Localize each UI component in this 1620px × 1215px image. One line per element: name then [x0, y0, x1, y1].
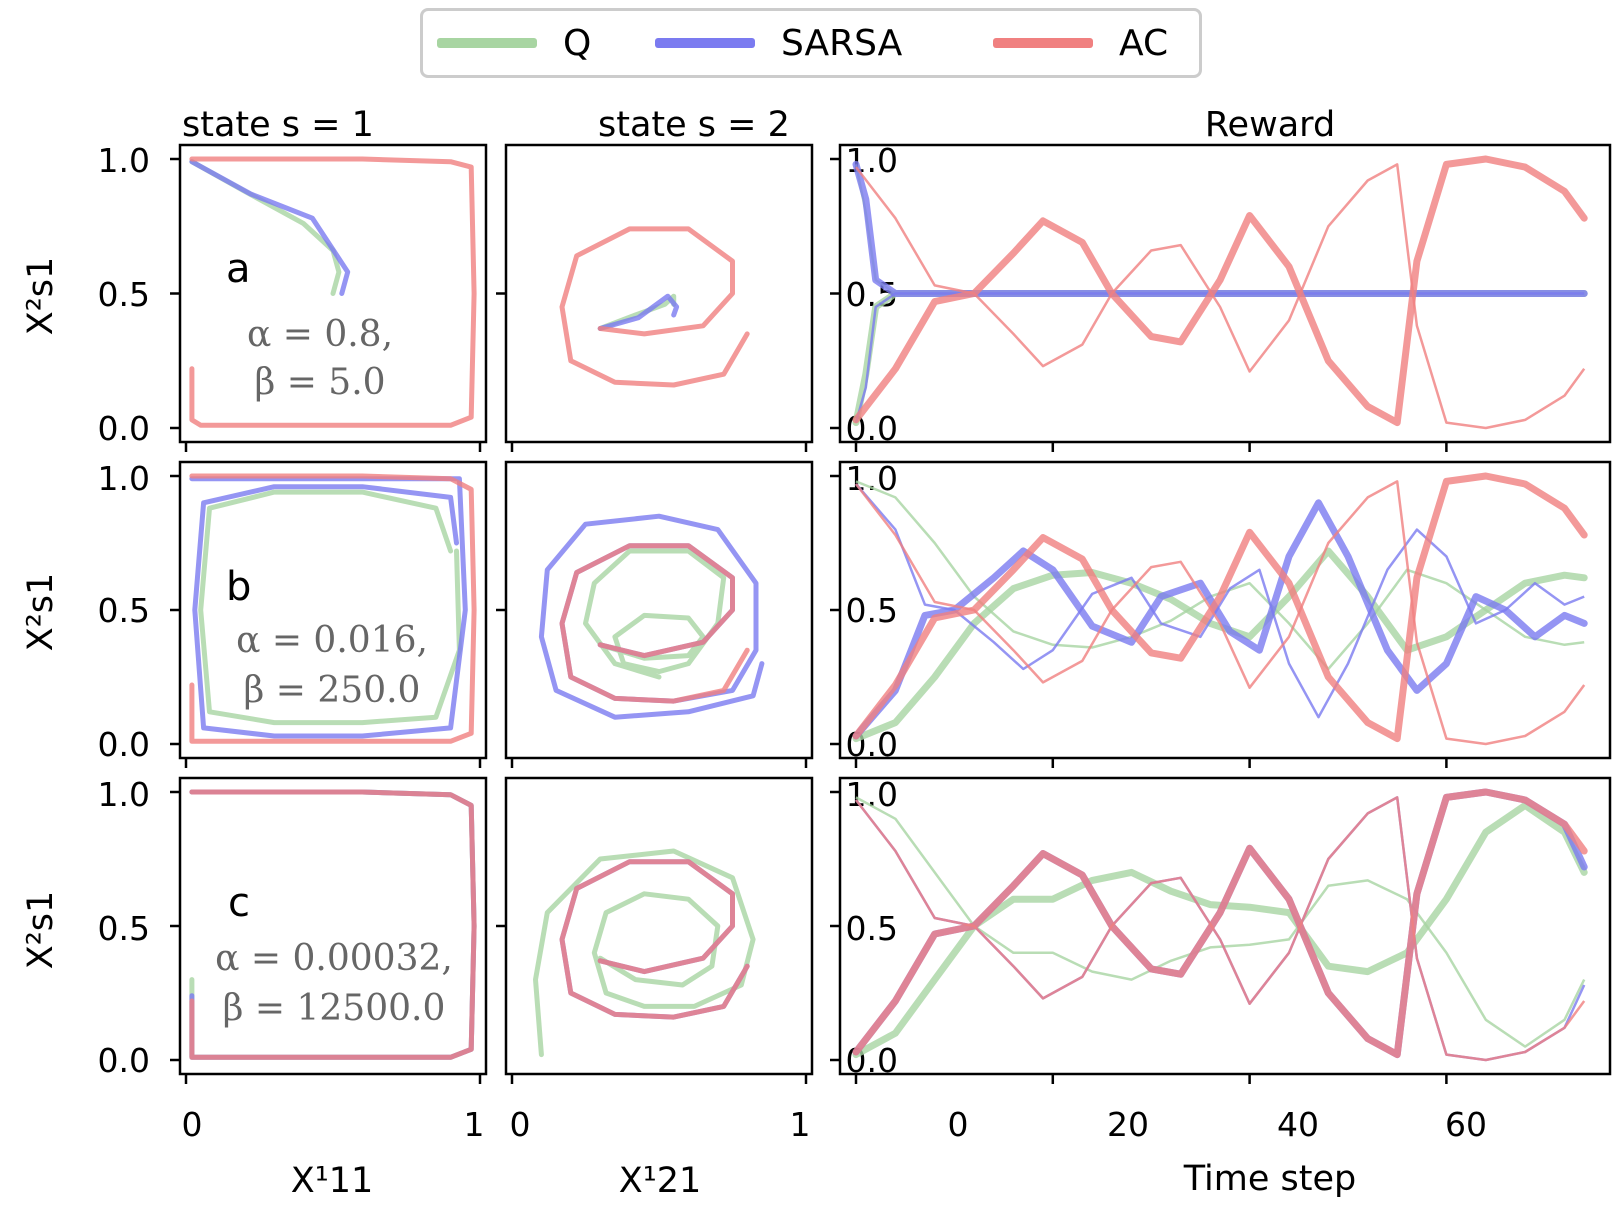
ytick-a-0.5: 0.5: [98, 275, 150, 314]
series-line-q: [583, 548, 727, 680]
series-line-complement-sarsa: [855, 483, 1585, 719]
series-line-ac: [189, 789, 477, 1060]
panels: [170, 143, 1612, 1084]
legend-item-sarsa: SARSA: [655, 11, 902, 75]
series-line-ac: [559, 226, 750, 388]
panel-b-state1: [170, 460, 488, 768]
title-state-2: state s = 2: [598, 105, 790, 145]
xlabel-state-1: X¹11: [291, 1161, 374, 1201]
ylabel-row-a: X²s1: [21, 257, 61, 336]
ytick-b-1.0: 1.0: [98, 459, 150, 498]
param-alpha-c: α = 0.00032,: [215, 938, 453, 979]
legend-swatch-ac: [993, 38, 1093, 48]
ytick-c-0.0: 0.0: [98, 1041, 150, 1080]
panel-a-state1: [170, 143, 488, 452]
xtick-reward-60: 60: [1445, 1105, 1487, 1144]
param-beta-c: β = 12500.0: [223, 988, 446, 1029]
ylabel-row-c: X²s1: [21, 891, 61, 970]
series-line-q: [852, 290, 1588, 427]
xtick-reward-40: 40: [1277, 1105, 1319, 1144]
xtick-state1-1: 1: [464, 1105, 485, 1144]
series-line-sarsa: [852, 499, 1588, 740]
panel-a-state2: [496, 143, 814, 452]
ytick-ar-1.0: 1.0: [846, 141, 898, 180]
legend: Q SARSA AC: [420, 8, 1202, 78]
series-line-ac: [189, 156, 477, 428]
xlabel-state-2: X¹21: [619, 1161, 702, 1201]
ytick-br-1.0: 1.0: [846, 459, 898, 498]
title-reward: Reward: [1205, 105, 1335, 145]
ytick-cr-0.5: 0.5: [846, 909, 898, 948]
param-alpha-a: α = 0.8,: [247, 314, 393, 355]
ytick-b-0.5: 0.5: [98, 591, 150, 630]
panel-c-state2: [496, 776, 814, 1084]
legend-label-ac: AC: [1119, 22, 1169, 64]
ytick-cr-1.0: 1.0: [846, 775, 898, 814]
series-line-ac: [189, 473, 477, 744]
series-line-complement-ac: [855, 480, 1586, 746]
series-line-sarsa: [597, 293, 680, 331]
panel-a-reward: [830, 143, 1612, 452]
series-line-complement-sarsa: [854, 292, 1585, 423]
ytick-c-0.5: 0.5: [98, 909, 150, 948]
xlabel-time-step: Time step: [1183, 1159, 1357, 1199]
series-line-complement-ac: [855, 163, 1586, 430]
series-line-q: [198, 489, 462, 726]
panel-letter-b: b: [226, 564, 251, 610]
series-line-ac: [852, 155, 1588, 427]
legend-item-ac: AC: [993, 11, 1168, 75]
panel-b-state2: [496, 460, 814, 768]
ytick-a-0.0: 0.0: [98, 409, 150, 448]
series-line-q: [533, 848, 756, 1058]
series-line-ac: [852, 472, 1588, 743]
legend-swatch-q: [437, 38, 537, 48]
xtick-state1-0: 0: [182, 1105, 203, 1144]
legend-label-sarsa: SARSA: [781, 22, 903, 64]
panel-letter-c: c: [228, 880, 250, 926]
series-line-q: [852, 547, 1588, 743]
series-line-ac: [852, 788, 1588, 1059]
series-line-ac: [559, 859, 750, 1020]
xtick-state2-0: 0: [510, 1105, 531, 1144]
panel-b-reward: [830, 460, 1612, 768]
ytick-a-1.0: 1.0: [98, 141, 150, 180]
title-state-1: state s = 1: [182, 105, 374, 145]
xtick-state2-1: 1: [790, 1105, 811, 1144]
xtick-reward-20: 20: [1107, 1105, 1149, 1144]
ytick-b-0.0: 0.0: [98, 725, 150, 764]
legend-swatch-sarsa: [655, 38, 755, 48]
series-line-complement-ac: [855, 796, 1586, 1062]
axes-frame: [504, 776, 814, 1076]
axes-frame: [504, 143, 814, 444]
ytick-br-0.5: 0.5: [846, 591, 898, 630]
xtick-reward-0: 0: [948, 1105, 969, 1144]
ylabel-row-b: X²s1: [21, 573, 61, 652]
param-alpha-b: α = 0.016,: [236, 620, 428, 661]
panel-c-state1: [170, 776, 488, 1084]
legend-item-q: Q: [437, 11, 591, 75]
legend-label-q: Q: [563, 22, 592, 64]
series-line-complement-q: [855, 796, 1586, 1048]
param-beta-b: β = 250.0: [244, 670, 421, 711]
param-beta-a: β = 5.0: [254, 362, 385, 403]
panel-c-reward: [830, 776, 1612, 1084]
axes-frame: [178, 776, 488, 1076]
series-line-ac: [559, 543, 750, 704]
series-line-sarsa: [189, 159, 351, 296]
panel-letter-a: a: [226, 246, 251, 292]
ytick-c-1.0: 1.0: [98, 775, 150, 814]
